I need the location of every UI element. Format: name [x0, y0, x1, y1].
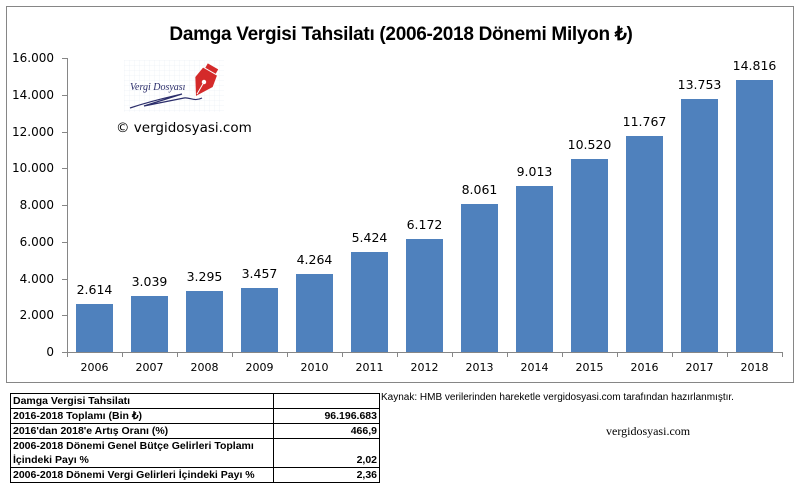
y-tick-label: 8.000: [19, 198, 54, 212]
y-tick-label: 6.000: [19, 235, 54, 249]
x-tick-label: 2013: [465, 361, 494, 374]
bar-2015: [571, 158, 608, 352]
x-tick: [727, 352, 728, 357]
x-tick-label: 2017: [685, 361, 714, 374]
bar-2010: [296, 273, 333, 352]
row-value: 2,36: [273, 467, 380, 483]
bar-value-label: 14.816: [732, 57, 777, 73]
y-tick-label: 12.000: [12, 125, 54, 139]
site-footer: vergidosyasi.com: [606, 424, 691, 438]
x-tick: [122, 352, 123, 357]
y-tick-label: 10.000: [12, 161, 54, 175]
x-tick: [617, 352, 618, 357]
bar-2016: [626, 135, 663, 352]
y-tick: [62, 205, 67, 206]
bar-2017: [681, 99, 718, 352]
bar-2007: [131, 296, 168, 352]
bar-value-label: 5.424: [351, 230, 388, 246]
table-header-value: [273, 393, 380, 409]
x-tick: [562, 352, 563, 357]
table-row: 2016'dan 2018'e Artış Oranı (%) 466,9: [10, 423, 380, 439]
table-row: Damga Vergisi Tahsilatı: [10, 393, 380, 409]
x-axis: [62, 352, 783, 353]
x-tick: [397, 352, 398, 357]
y-tick-label: 4.000: [19, 272, 54, 286]
y-tick: [62, 242, 67, 243]
y-tick: [62, 95, 67, 96]
summary-table: Damga Vergisi Tahsilatı 2016-2018 Toplam…: [10, 393, 380, 483]
row-value: 96.196.683: [273, 408, 380, 424]
pen-nib-icon: Vergi Dosyası: [124, 60, 224, 112]
bar-value-label: 3.295: [186, 269, 223, 285]
y-tick-label: 0: [46, 345, 54, 359]
bar-value-label: 11.767: [622, 113, 667, 129]
svg-text:Vergi Dosyası: Vergi Dosyası: [130, 82, 186, 93]
x-tick: [452, 352, 453, 357]
y-tick: [62, 352, 67, 353]
table-row: 2006-2018 Dönemi Vergi Gelirleri İçindek…: [10, 467, 380, 483]
y-axis: [67, 58, 68, 353]
y-tick: [62, 58, 67, 59]
bar-2012: [406, 238, 443, 352]
y-tick-label: 14.000: [12, 88, 54, 102]
copyright-watermark: © vergidosyasi.com: [116, 120, 252, 136]
y-tick: [62, 168, 67, 169]
x-tick: [507, 352, 508, 357]
x-tick-label: 2010: [300, 361, 329, 374]
x-tick-label: 2009: [245, 361, 274, 374]
x-tick-label: 2015: [575, 361, 604, 374]
bar-2006: [76, 303, 113, 352]
bar-value-label: 3.039: [131, 274, 168, 290]
bar-value-label: 3.457: [241, 266, 278, 282]
y-tick: [62, 315, 67, 316]
row-label: 2006-2018 Dönemi Genel Bütçe Gelirleri T…: [10, 438, 274, 468]
y-tick: [62, 279, 67, 280]
x-tick: [342, 352, 343, 357]
x-tick-label: 2016: [630, 361, 659, 374]
x-tick: [672, 352, 673, 357]
x-tick: [232, 352, 233, 357]
bar-value-label: 13.753: [677, 77, 722, 93]
bar-2013: [461, 203, 498, 352]
table-row: 2006-2018 Dönemi Genel Bütçe Gelirleri T…: [10, 438, 380, 468]
bar-2009: [241, 288, 278, 352]
chart-title: Damga Vergisi Tahsilatı (2006-2018 Dönem…: [169, 24, 633, 45]
bar-2018: [736, 79, 773, 352]
bar-2011: [351, 252, 388, 352]
source-note: Kaynak: HMB verilerinden hareketle vergi…: [381, 392, 734, 403]
x-tick: [67, 352, 68, 357]
y-tick-label: 16.000: [12, 51, 54, 65]
x-tick: [287, 352, 288, 357]
row-label: 2016-2018 Toplamı (Bin ₺): [10, 408, 274, 424]
row-value: 466,9: [273, 423, 380, 439]
row-label: 2006-2018 Dönemi Vergi Gelirleri İçindek…: [10, 467, 274, 483]
row-label: 2016'dan 2018'e Artış Oranı (%): [10, 423, 274, 439]
bar-value-label: 9.013: [516, 164, 553, 180]
row-label-line-1: 2006-2018 Dönemi Genel Bütçe Gelirleri T…: [13, 440, 254, 452]
row-value: 2,02: [273, 438, 380, 468]
bar-value-label: 10.520: [567, 136, 612, 152]
x-tick-label: 2014: [520, 361, 549, 374]
bar-value-label: 8.061: [461, 181, 498, 197]
row-label-line-2: İçindeki Payı %: [13, 454, 89, 466]
x-tick-label: 2006: [80, 361, 109, 374]
table-header-label: Damga Vergisi Tahsilatı: [10, 393, 274, 409]
x-tick-label: 2008: [190, 361, 219, 374]
x-tick-label: 2007: [135, 361, 164, 374]
y-tick-label: 2.000: [19, 308, 54, 322]
x-tick: [782, 352, 783, 357]
y-tick: [62, 132, 67, 133]
bar-2014: [516, 186, 553, 352]
bar-value-label: 4.264: [296, 251, 333, 267]
table-row: 2016-2018 Toplamı (Bin ₺) 96.196.683: [10, 408, 380, 424]
x-tick-label: 2012: [410, 361, 439, 374]
bar-2008: [186, 291, 223, 352]
x-tick: [177, 352, 178, 357]
x-tick-label: 2018: [740, 361, 769, 374]
x-tick-label: 2011: [355, 361, 384, 374]
vergi-dosyasi-logo: Vergi Dosyası: [124, 60, 224, 112]
bar-value-label: 6.172: [406, 216, 443, 232]
bar-value-label: 2.614: [76, 281, 113, 297]
